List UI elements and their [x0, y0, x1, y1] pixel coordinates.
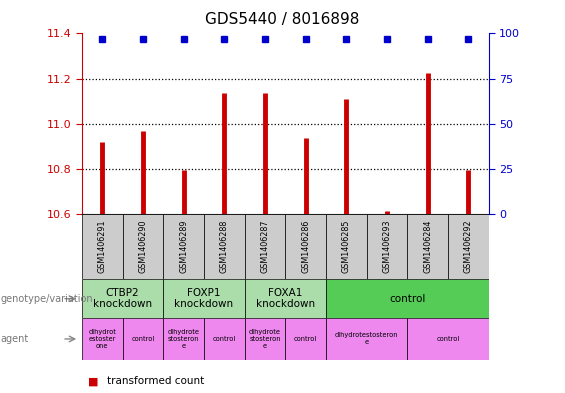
- Bar: [326, 318, 407, 360]
- Text: GSM1406287: GSM1406287: [260, 220, 270, 274]
- Bar: [407, 214, 448, 279]
- Text: dihydrot
estoster
one: dihydrot estoster one: [88, 329, 116, 349]
- Text: transformed count: transformed count: [107, 376, 205, 386]
- Text: ■: ■: [88, 376, 98, 386]
- Text: dihydrotestosteron
e: dihydrotestosteron e: [335, 332, 398, 345]
- Bar: [285, 318, 326, 360]
- Text: control: control: [389, 294, 425, 304]
- Text: GSM1406292: GSM1406292: [464, 220, 473, 274]
- Bar: [163, 214, 204, 279]
- Bar: [245, 318, 285, 360]
- Text: FOXA1
knockdown: FOXA1 knockdown: [256, 288, 315, 309]
- Text: GSM1406290: GSM1406290: [138, 220, 147, 274]
- Bar: [245, 214, 285, 279]
- Bar: [367, 214, 407, 279]
- Bar: [204, 318, 245, 360]
- Bar: [123, 318, 163, 360]
- Bar: [285, 214, 326, 279]
- Text: GSM1406285: GSM1406285: [342, 220, 351, 274]
- Text: GSM1406288: GSM1406288: [220, 220, 229, 273]
- Text: CTBP2
knockdown: CTBP2 knockdown: [93, 288, 152, 309]
- Bar: [123, 214, 163, 279]
- Text: GSM1406289: GSM1406289: [179, 220, 188, 274]
- Text: control: control: [294, 336, 318, 342]
- Text: dihydrote
stosteron
e: dihydrote stosteron e: [168, 329, 199, 349]
- Text: control: control: [131, 336, 155, 342]
- Text: genotype/variation: genotype/variation: [1, 294, 93, 304]
- Bar: [163, 318, 204, 360]
- Bar: [82, 279, 163, 318]
- Text: GSM1406291: GSM1406291: [98, 220, 107, 274]
- Text: dihydrote
stosteron
e: dihydrote stosteron e: [249, 329, 281, 349]
- Bar: [448, 214, 489, 279]
- Text: FOXP1
knockdown: FOXP1 knockdown: [175, 288, 233, 309]
- Bar: [204, 214, 245, 279]
- Bar: [163, 279, 245, 318]
- Text: control: control: [212, 336, 236, 342]
- Bar: [245, 279, 326, 318]
- Text: control: control: [436, 336, 460, 342]
- Bar: [82, 318, 123, 360]
- Bar: [82, 214, 123, 279]
- Text: GSM1406284: GSM1406284: [423, 220, 432, 273]
- Bar: [326, 279, 489, 318]
- Text: agent: agent: [1, 334, 29, 344]
- Bar: [407, 318, 489, 360]
- Text: GSM1406293: GSM1406293: [383, 220, 392, 274]
- Text: GSM1406286: GSM1406286: [301, 220, 310, 273]
- Text: GDS5440 / 8016898: GDS5440 / 8016898: [205, 12, 360, 27]
- Bar: [326, 214, 367, 279]
